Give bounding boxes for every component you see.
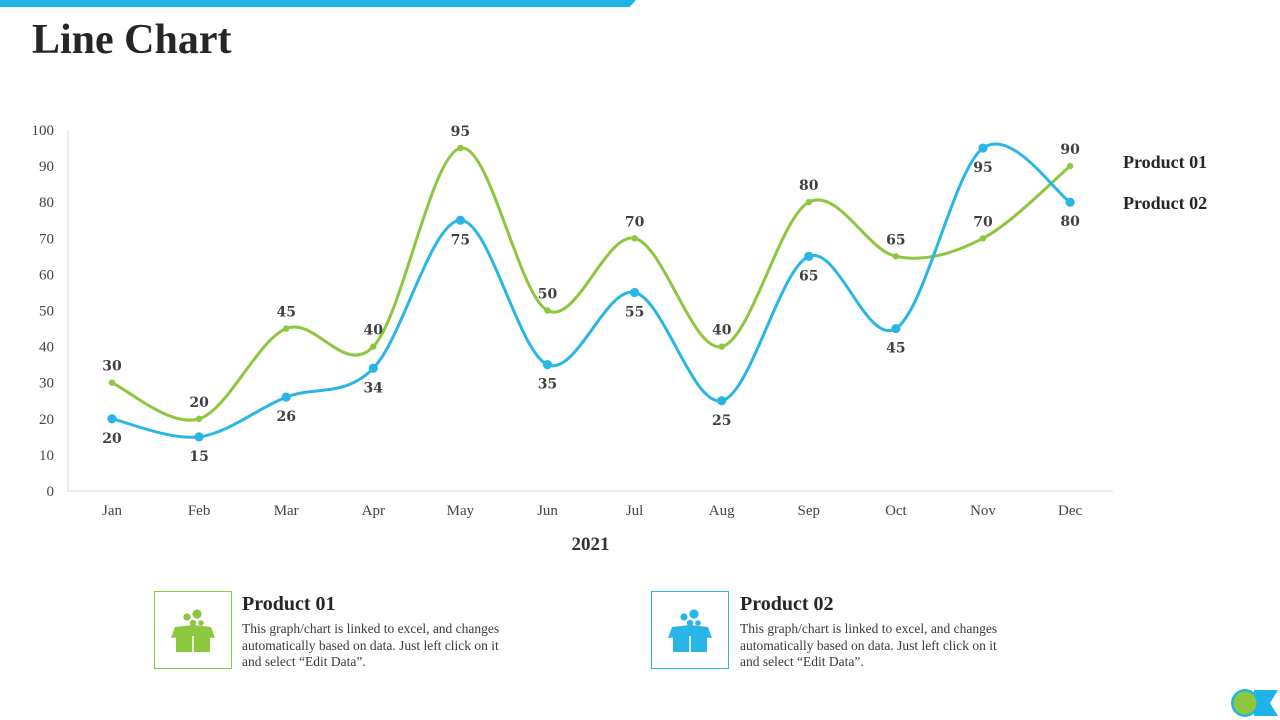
x-tick-label: Nov (970, 503, 996, 519)
data-point (368, 363, 378, 373)
data-point (544, 307, 551, 314)
gift-box-icon (171, 609, 215, 652)
data-label: 65 (799, 268, 818, 284)
data-point (1065, 197, 1075, 207)
legend-item: Product 01 (1123, 152, 1207, 172)
y-tick-label: 20 (39, 412, 54, 428)
data-label: 65 (886, 232, 905, 248)
gift-box-icon (668, 609, 712, 652)
product-01-icon-box (154, 591, 232, 669)
data-point (457, 144, 464, 152)
data-label: 34 (364, 380, 384, 396)
y-tick-label: 50 (39, 304, 54, 320)
data-label: 45 (276, 305, 295, 321)
y-tick-label: 60 (39, 267, 54, 283)
data-point (892, 253, 900, 260)
data-point (804, 251, 814, 261)
data-label: 70 (973, 214, 993, 230)
data-point (717, 396, 727, 406)
series-line-2 (111, 142, 1071, 439)
y-tick-label: 80 (39, 195, 54, 211)
data-label: 95 (973, 160, 992, 176)
data-point (542, 360, 553, 370)
data-point (978, 143, 988, 153)
x-tick-label: Aug (709, 503, 735, 519)
data-point (107, 414, 117, 424)
x-tick-label: Jan (102, 503, 122, 519)
y-tick-label: 0 (47, 484, 55, 500)
data-label: 35 (538, 377, 557, 393)
product-02-icon-box (651, 591, 729, 669)
x-tick-label: Mar (274, 503, 299, 519)
x-tick-label: Oct (885, 503, 907, 519)
x-tick-label: Feb (188, 503, 211, 519)
x-tick-label: Dec (1058, 503, 1082, 519)
corner-logo-icon (1231, 689, 1278, 717)
data-point (631, 235, 638, 242)
data-label: 70 (625, 214, 645, 230)
data-point (195, 415, 203, 422)
data-label: 55 (625, 304, 644, 320)
data-label: 15 (189, 449, 208, 465)
data-label: 80 (1060, 214, 1080, 230)
page-title: Line Chart (32, 17, 232, 63)
data-label: 30 (102, 359, 122, 375)
product-01-title: Product 01 (242, 593, 336, 615)
data-label: 45 (886, 341, 905, 357)
data-point (979, 235, 987, 242)
series-line-1 (111, 146, 1072, 422)
top-accent-bar (0, 0, 636, 7)
data-label: 26 (276, 409, 295, 425)
data-label: 40 (364, 323, 384, 339)
x-axis-label: 2021 (572, 534, 610, 555)
data-point (283, 325, 290, 332)
data-point (455, 215, 465, 225)
data-label: 50 (538, 287, 558, 303)
y-tick-label: 70 (39, 231, 54, 247)
x-tick-label: Apr (362, 503, 385, 519)
y-tick-label: 30 (39, 376, 54, 392)
product-02-title: Product 02 (740, 593, 834, 615)
product-02-description: This graph/chart is linked to excel, and… (740, 621, 998, 669)
data-label: 20 (189, 395, 209, 411)
data-point (281, 392, 291, 402)
x-tick-label: Jun (537, 503, 558, 519)
data-point (194, 432, 204, 442)
data-point (1066, 162, 1074, 170)
x-tick-label: Sep (798, 503, 821, 519)
x-tick-label: Jul (626, 503, 644, 519)
data-label: 20 (102, 431, 122, 447)
data-point (718, 343, 725, 350)
data-point (108, 379, 116, 386)
data-label: 40 (712, 323, 732, 339)
y-tick-label: 40 (39, 340, 54, 356)
y-tick-label: 100 (32, 123, 55, 139)
y-tick-label: 10 (39, 448, 54, 464)
legend-item: Product 02 (1123, 193, 1207, 213)
data-point (805, 199, 812, 206)
data-label: 80 (799, 178, 819, 194)
data-point (891, 323, 901, 334)
data-label: 90 (1060, 142, 1080, 158)
y-tick-label: 90 (39, 159, 54, 175)
data-label: 75 (451, 232, 470, 248)
product-01-description: This graph/chart is linked to excel, and… (242, 621, 500, 669)
data-label: 25 (712, 413, 731, 429)
data-point (630, 287, 640, 298)
x-tick-label: May (447, 503, 475, 519)
data-point (370, 343, 377, 350)
data-label: 95 (451, 124, 470, 140)
